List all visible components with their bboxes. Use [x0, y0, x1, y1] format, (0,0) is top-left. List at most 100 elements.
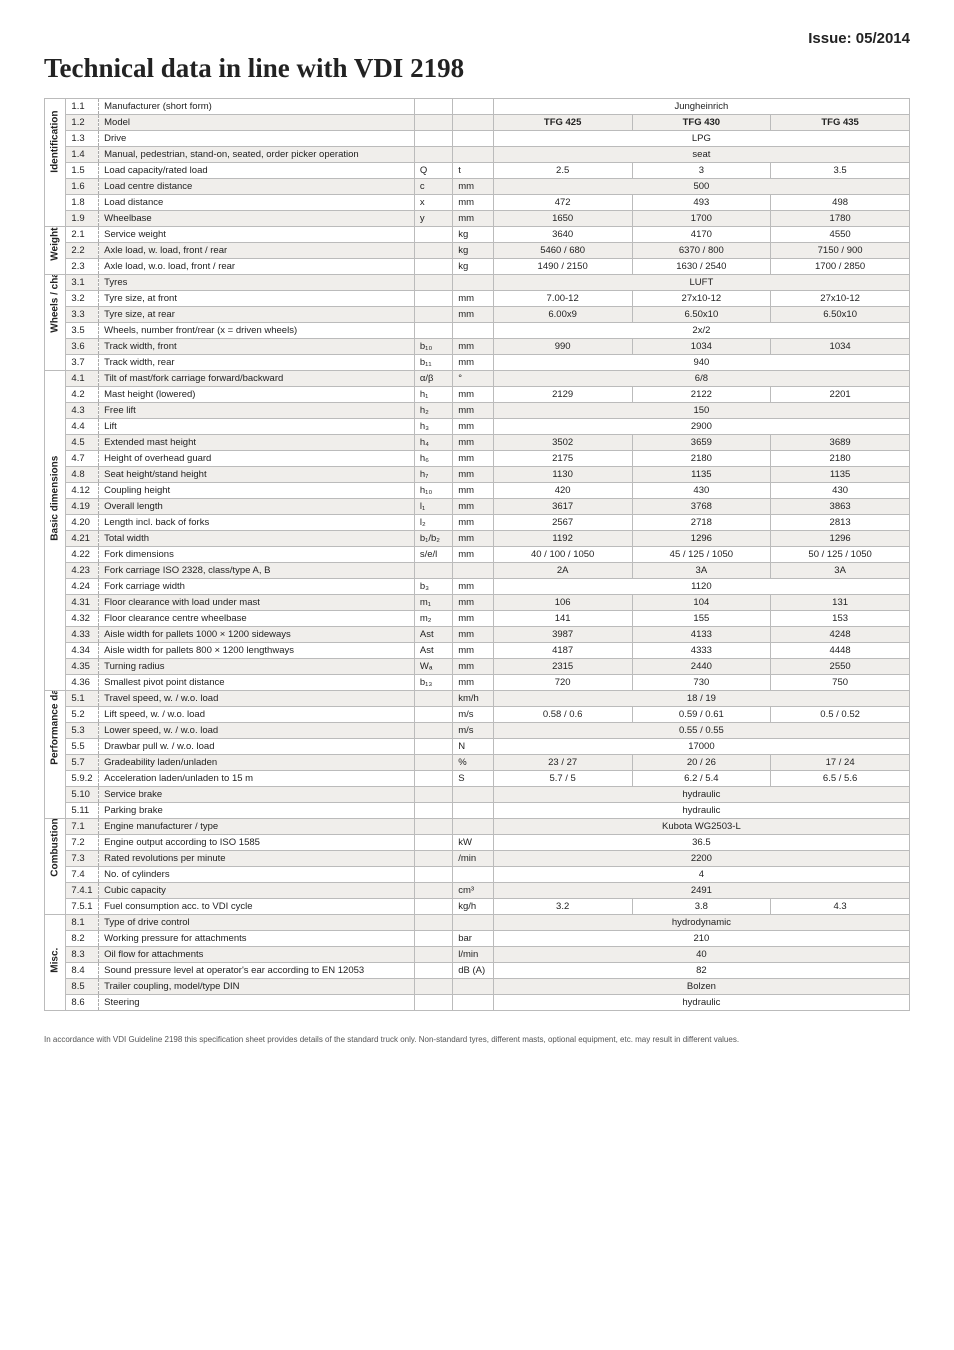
row-number: 4.23 [66, 563, 99, 579]
row-symbol [414, 291, 452, 307]
row-unit: mm [453, 387, 494, 403]
row-description: Fuel consumption acc. to VDI cycle [99, 899, 415, 915]
row-description: Mast height (lowered) [99, 387, 415, 403]
row-description: Aisle width for pallets 800 × 1200 lengt… [99, 643, 415, 659]
row-number: 4.8 [66, 467, 99, 483]
row-unit: ° [453, 371, 494, 387]
row-unit [453, 915, 494, 931]
row-symbol [414, 739, 452, 755]
row-unit: mm [453, 419, 494, 435]
row-symbol [414, 979, 452, 995]
row-description: Height of overhead guard [99, 451, 415, 467]
row-value: 4170 [632, 227, 771, 243]
row-value: 2180 [632, 451, 771, 467]
row-number: 1.6 [66, 179, 99, 195]
row-description: Fork carriage ISO 2328, class/type A, B [99, 563, 415, 579]
row-number: 5.7 [66, 755, 99, 771]
row-number: 4.22 [66, 547, 99, 563]
row-description: Coupling height [99, 483, 415, 499]
row-description: Lower speed, w. / w.o. load [99, 723, 415, 739]
row-value: 27x10-12 [632, 291, 771, 307]
row-unit [453, 275, 494, 291]
row-number: 4.12 [66, 483, 99, 499]
row-value: 4248 [771, 627, 910, 643]
row-value: 6/8 [493, 371, 909, 387]
row-value: 2440 [632, 659, 771, 675]
row-value: 2180 [771, 451, 910, 467]
row-symbol [414, 963, 452, 979]
row-symbol: m₁ [414, 595, 452, 611]
row-unit: mm [453, 595, 494, 611]
row-value: LPG [493, 131, 909, 147]
row-description: Track width, front [99, 339, 415, 355]
row-value: 430 [771, 483, 910, 499]
row-symbol [414, 691, 452, 707]
row-value: 2175 [493, 451, 632, 467]
row-description: Engine output according to ISO 1585 [99, 835, 415, 851]
row-unit: mm [453, 483, 494, 499]
row-description: Wheelbase [99, 211, 415, 227]
row-unit: m/s [453, 707, 494, 723]
row-description: Lift speed, w. / w.o. load [99, 707, 415, 723]
row-unit: kW [453, 835, 494, 851]
row-value: 104 [632, 595, 771, 611]
row-value: 3A [771, 563, 910, 579]
row-symbol: x [414, 195, 452, 211]
row-value: 2315 [493, 659, 632, 675]
row-value: seat [493, 147, 909, 163]
row-value: 3.5 [771, 163, 910, 179]
row-description: Engine manufacturer / type [99, 819, 415, 835]
row-unit [453, 563, 494, 579]
row-symbol [414, 851, 452, 867]
row-symbol [414, 563, 452, 579]
row-unit: mm [453, 291, 494, 307]
row-description: Seat height/stand height [99, 467, 415, 483]
row-value: 106 [493, 595, 632, 611]
row-description: Extended mast height [99, 435, 415, 451]
row-number: 1.3 [66, 131, 99, 147]
row-symbol: h₆ [414, 451, 452, 467]
row-symbol [414, 931, 452, 947]
row-unit: mm [453, 467, 494, 483]
row-number: 8.1 [66, 915, 99, 931]
row-number: 4.20 [66, 515, 99, 531]
row-number: 4.34 [66, 643, 99, 659]
row-value: 4.3 [771, 899, 910, 915]
row-value: 3617 [493, 499, 632, 515]
row-value: 1296 [771, 531, 910, 547]
row-description: Manual, pedestrian, stand-on, seated, or… [99, 147, 415, 163]
row-number: 2.3 [66, 259, 99, 275]
row-symbol: b₁₀ [414, 339, 452, 355]
row-unit: N [453, 739, 494, 755]
row-value: 1034 [771, 339, 910, 355]
row-number: 8.2 [66, 931, 99, 947]
row-number: 4.32 [66, 611, 99, 627]
row-unit [453, 819, 494, 835]
row-value: 3863 [771, 499, 910, 515]
row-unit: mm [453, 659, 494, 675]
row-number: 4.24 [66, 579, 99, 595]
row-value: 6.00x9 [493, 307, 632, 323]
row-value: 1135 [632, 467, 771, 483]
row-value: 17000 [493, 739, 909, 755]
row-unit: dB (A) [453, 963, 494, 979]
row-unit [453, 147, 494, 163]
row-unit: mm [453, 675, 494, 691]
row-unit: m/s [453, 723, 494, 739]
row-number: 1.1 [66, 99, 99, 115]
row-description: Fork dimensions [99, 547, 415, 563]
row-unit: mm [453, 179, 494, 195]
row-symbol: y [414, 211, 452, 227]
row-description: Floor clearance with load under mast [99, 595, 415, 611]
row-description: Drive [99, 131, 415, 147]
row-number: 8.5 [66, 979, 99, 995]
row-value: 0.5 / 0.52 [771, 707, 910, 723]
row-symbol [414, 883, 452, 899]
row-value: 1780 [771, 211, 910, 227]
row-value: hydraulic [493, 995, 909, 1011]
row-value: 40 / 100 / 1050 [493, 547, 632, 563]
row-number: 7.3 [66, 851, 99, 867]
row-value: 3502 [493, 435, 632, 451]
row-value: 720 [493, 675, 632, 691]
row-unit: S [453, 771, 494, 787]
